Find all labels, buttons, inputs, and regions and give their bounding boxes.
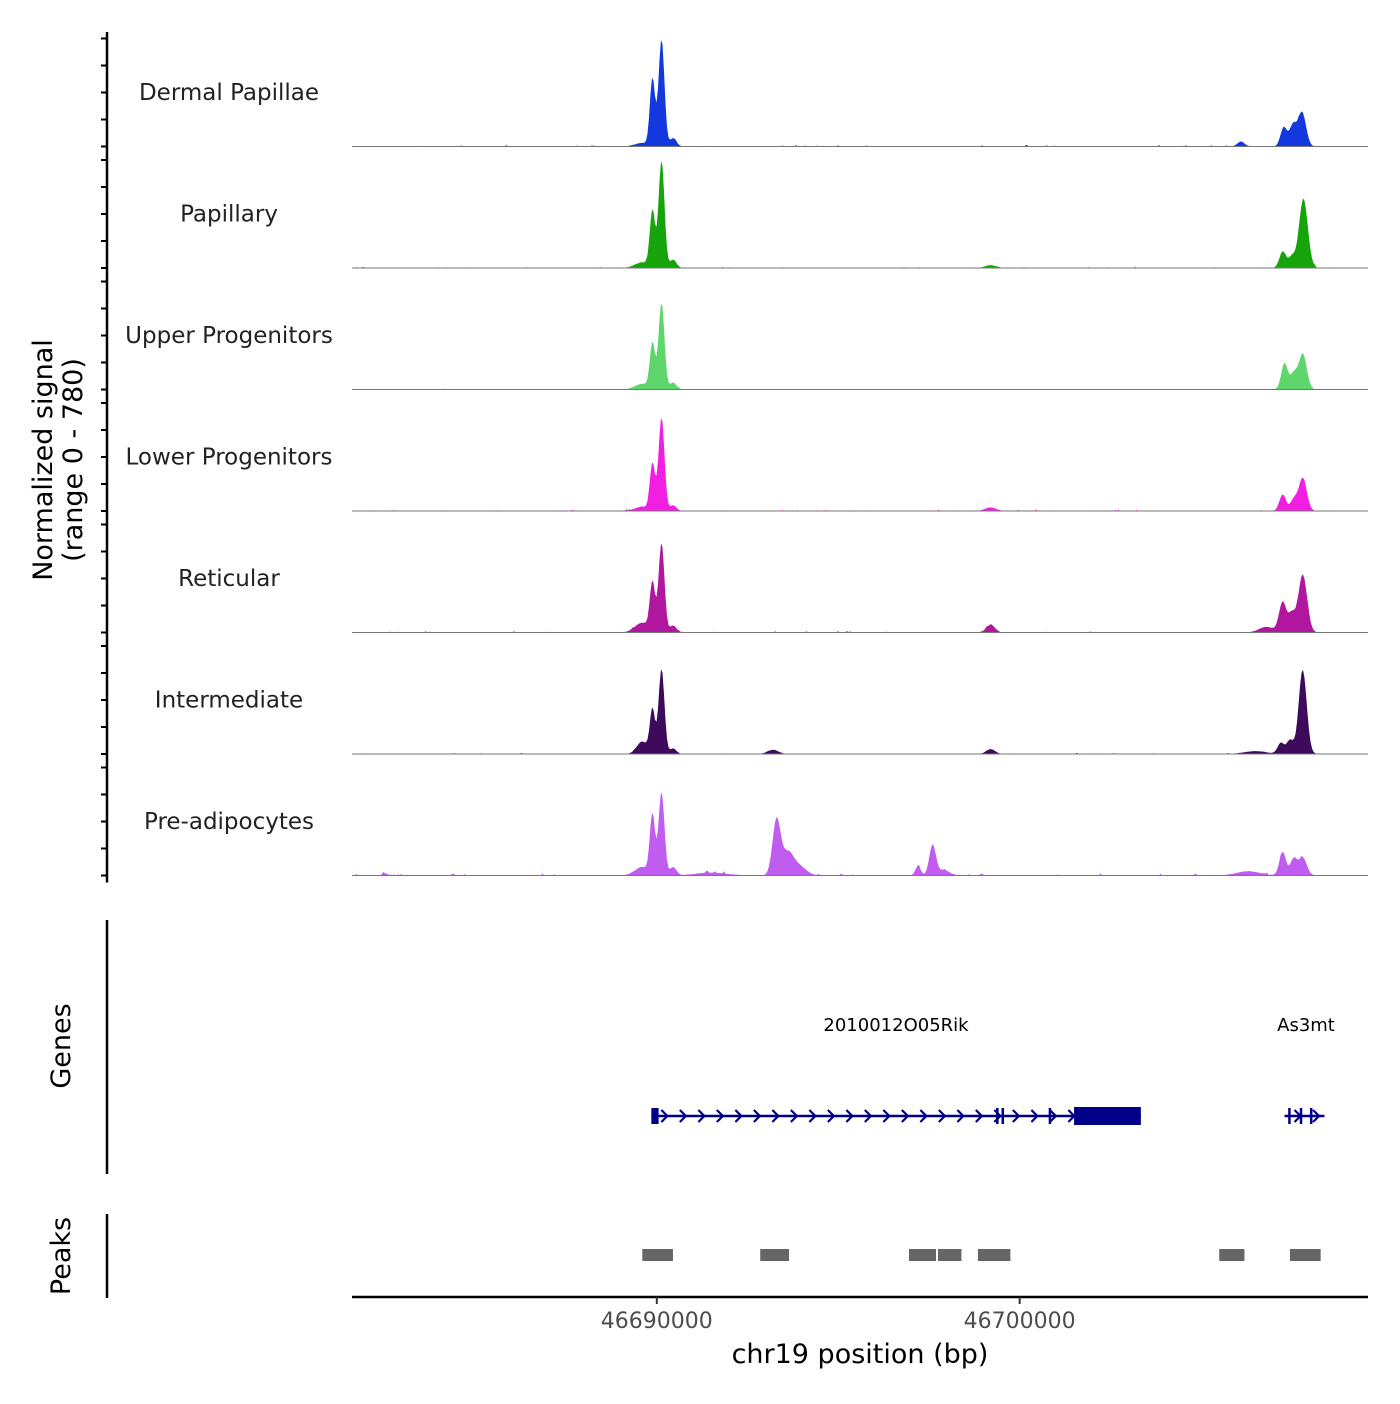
- track-pre-adipocytes: Pre-adipocytes: [144, 791, 1368, 876]
- y-axis-ticks: [101, 32, 109, 883]
- x-axis-title: chr19 position (bp): [732, 1339, 989, 1370]
- strand-arrow: [827, 1109, 836, 1123]
- strand-arrow: [864, 1109, 873, 1123]
- track-label-papillary: Papillary: [180, 202, 278, 228]
- coverage-area-reticular: [352, 543, 1321, 633]
- x-tick-label: 46690000: [601, 1309, 713, 1334]
- peak-region: [977, 1249, 1011, 1261]
- exon: [1048, 1108, 1052, 1124]
- strand-arrow: [697, 1109, 706, 1123]
- exon: [1074, 1107, 1141, 1125]
- track-label-upper-progenitors: Upper Progenitors: [125, 323, 333, 349]
- strand-arrow: [660, 1109, 669, 1123]
- track-papillary: Papillary: [180, 161, 1368, 269]
- track-reticular: Reticular: [178, 543, 1368, 633]
- peak-region: [938, 1249, 962, 1261]
- peak-region: [642, 1249, 673, 1261]
- exon: [1288, 1108, 1291, 1124]
- strand-arrow: [1030, 1109, 1039, 1123]
- strand-arrow: [938, 1109, 947, 1123]
- strand-arrow: [1312, 1109, 1321, 1123]
- track-intermediate: Intermediate: [155, 669, 1368, 755]
- strand-arrow: [845, 1109, 854, 1123]
- peak-region: [1219, 1249, 1245, 1261]
- track-lower-progenitors: Lower Progenitors: [126, 418, 1368, 512]
- track-dermal-papillae: Dermal Papillae: [139, 39, 1368, 147]
- x-tick-label: 46700000: [964, 1309, 1076, 1334]
- strand-arrow: [882, 1109, 891, 1123]
- peaks-panel-label: Peaks: [46, 1217, 77, 1295]
- coverage-area-lower-progenitors: [352, 418, 1321, 511]
- strand-arrow: [1049, 1109, 1058, 1123]
- coverage-tracks: Dermal Papillae Papillary Upper Progenitor…: [125, 39, 1368, 876]
- peak-region: [1289, 1249, 1321, 1261]
- gene-label-2010012o05rik: 2010012O05Rik: [823, 1015, 969, 1036]
- track-upper-progenitors: Upper Progenitors: [125, 303, 1368, 390]
- coverage-area-dermal-papillae: [352, 39, 1321, 147]
- strand-arrow: [790, 1109, 799, 1123]
- track-label-pre-adipocytes: Pre-adipocytes: [144, 809, 314, 835]
- y-axis-title-line2: (range 0 - 780): [58, 358, 89, 562]
- peak-regions: [642, 1249, 1321, 1261]
- track-label-intermediate: Intermediate: [155, 688, 303, 714]
- gene-annotations: 2010012O05Rik As3mt: [651, 1015, 1335, 1125]
- strand-arrow: [753, 1109, 762, 1123]
- coverage-area-intermediate: [352, 669, 1321, 754]
- strand-arrow: [716, 1109, 725, 1123]
- strand-arrow: [734, 1109, 743, 1123]
- strand-arrow: [679, 1109, 688, 1123]
- peak-region: [908, 1249, 937, 1261]
- coverage-area-papillary: [352, 161, 1321, 268]
- x-axis-ticks: 46690000 46700000: [601, 1297, 1076, 1334]
- peak-region: [760, 1249, 790, 1261]
- track-label-lower-progenitors: Lower Progenitors: [126, 445, 333, 471]
- gene-as3mt: As3mt: [1277, 1015, 1335, 1124]
- y-axis-title: Normalized signal (range 0 - 780): [28, 339, 89, 581]
- coverage-area-pre-adipocytes: [352, 791, 1321, 876]
- gene-label-as3mt: As3mt: [1277, 1015, 1335, 1036]
- strand-arrow: [808, 1109, 817, 1123]
- strand-arrow: [901, 1109, 910, 1123]
- y-axis-title-line1: Normalized signal: [28, 339, 59, 581]
- gene-2010012o05rik: 2010012O05Rik: [651, 1015, 1141, 1125]
- genes-panel-label: Genes: [46, 1003, 77, 1088]
- strand-arrow: [956, 1109, 965, 1123]
- exon: [1309, 1108, 1313, 1124]
- exon: [651, 1108, 659, 1124]
- strand-arrow: [975, 1109, 984, 1123]
- strand-arrow: [919, 1109, 928, 1123]
- track-label-reticular: Reticular: [178, 566, 280, 592]
- strand-arrow: [771, 1109, 780, 1123]
- strand-arrow: [1012, 1109, 1021, 1123]
- track-label-dermal-papillae: Dermal Papillae: [139, 80, 319, 106]
- exon: [1299, 1108, 1303, 1124]
- exon: [1001, 1108, 1005, 1124]
- exon: [996, 1108, 999, 1124]
- coverage-area-upper-progenitors: [352, 303, 1321, 390]
